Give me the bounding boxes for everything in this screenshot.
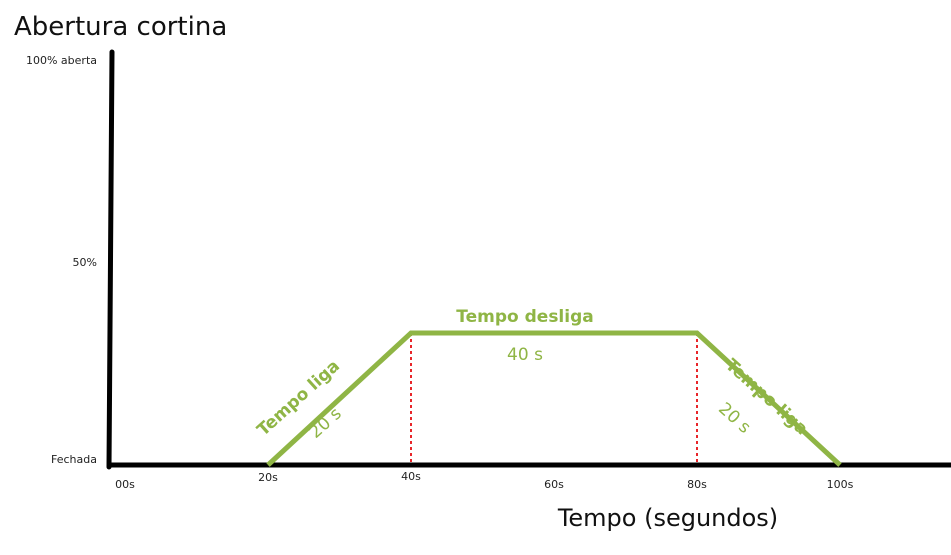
x-axis-title: Tempo (segundos) [557, 504, 778, 532]
x-tick-label: 00s [115, 478, 135, 491]
x-tick-label: 100s [827, 478, 854, 491]
annotation-ramp-up-duration: 20 s [306, 404, 346, 443]
x-tick-label: 60s [544, 478, 564, 491]
series-layer [266, 330, 842, 467]
annotation-ramp-down-duration: 20 s [714, 399, 754, 438]
annotation-plateau-duration: 40 s [507, 345, 543, 365]
y-tick-label: Fechada [51, 453, 97, 466]
x-tick-label: 80s [687, 478, 707, 491]
annotation-plateau-label: Tempo desliga [456, 307, 593, 327]
chart-title: Abertura cortina [14, 12, 227, 42]
x-axis-ticks: 00s 20s 40s 60s 80s 100s [115, 470, 853, 491]
reference-lines [410, 333, 698, 465]
x-tick-label: 20s [258, 471, 278, 484]
series-line [266, 330, 842, 467]
y-axis-line [106, 49, 115, 470]
y-axis-ticks: Fechada 50% 100% aberta [26, 54, 97, 466]
y-tick-label: 50% [73, 256, 97, 269]
x-tick-label: 40s [401, 470, 421, 483]
y-tick-label: 100% aberta [26, 54, 97, 67]
